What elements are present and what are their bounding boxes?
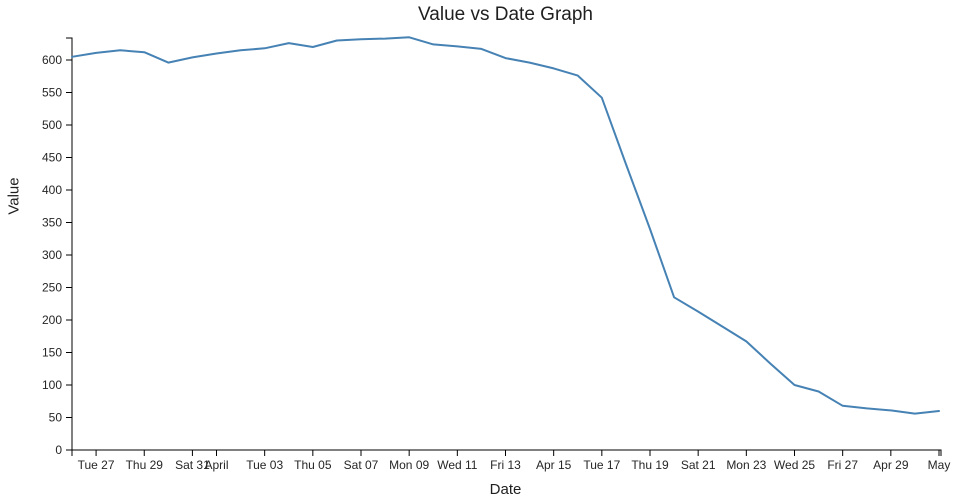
x-tick-label: Mon 09 bbox=[389, 458, 429, 472]
y-tick-label: 50 bbox=[49, 411, 63, 425]
x-tick-label: Apr 15 bbox=[536, 458, 572, 472]
x-tick-label: Sat 31 bbox=[175, 458, 210, 472]
x-tick-label: Wed 25 bbox=[774, 458, 815, 472]
chart-title: Value vs Date Graph bbox=[418, 4, 593, 25]
value-series-line bbox=[71, 36, 940, 415]
y-axis-label: Value bbox=[5, 177, 23, 215]
y-tick-label: 350 bbox=[42, 216, 62, 230]
y-tick-label: 200 bbox=[42, 313, 62, 327]
x-tick-label: Tue 17 bbox=[583, 458, 620, 472]
y-axis bbox=[66, 37, 73, 451]
x-axis-label: Date bbox=[489, 481, 522, 498]
x-axis bbox=[71, 449, 942, 456]
x-tick-label: Wed 11 bbox=[437, 458, 478, 472]
x-tick-label: Tue 27 bbox=[78, 458, 115, 472]
x-tick-label: Tue 03 bbox=[246, 458, 283, 472]
y-tick-label: 100 bbox=[42, 378, 62, 392]
y-tick-label: 400 bbox=[42, 183, 62, 197]
x-tick-label: Thu 29 bbox=[126, 458, 164, 472]
x-tick-label: May bbox=[928, 458, 951, 472]
x-tick-label: Sat 21 bbox=[681, 458, 716, 472]
y-tick-label: 550 bbox=[42, 86, 62, 100]
y-tick-label: 450 bbox=[42, 151, 62, 165]
y-tick-label: 300 bbox=[42, 248, 62, 262]
y-tick-label: 0 bbox=[55, 443, 62, 457]
x-tick-label: Thu 05 bbox=[294, 458, 332, 472]
x-tick-label: Thu 19 bbox=[631, 458, 669, 472]
x-tick-label: Fri 13 bbox=[490, 458, 521, 472]
x-tick-label: Sat 07 bbox=[344, 458, 379, 472]
x-tick-label: Apr 29 bbox=[873, 458, 909, 472]
x-tick-label: April bbox=[204, 458, 228, 472]
y-tick-label: 250 bbox=[42, 281, 62, 295]
y-tick-label: 150 bbox=[42, 346, 62, 360]
x-tick-label: Fri 27 bbox=[827, 458, 858, 472]
x-tick-label: Mon 23 bbox=[726, 458, 766, 472]
y-tick-label: 600 bbox=[42, 53, 62, 67]
y-tick-label: 500 bbox=[42, 118, 62, 132]
